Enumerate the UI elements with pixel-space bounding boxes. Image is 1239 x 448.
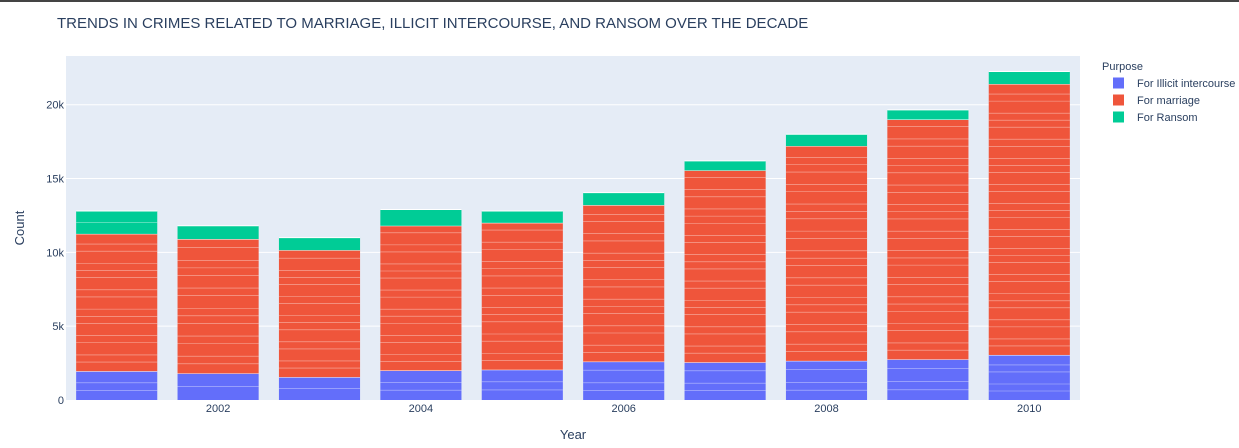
bar-segment	[988, 354, 1070, 400]
legend-swatch	[1113, 77, 1124, 89]
bar-segment	[684, 160, 766, 171]
bar-segment	[380, 209, 462, 226]
bar-segment	[583, 205, 665, 362]
y-tick-label: 0	[58, 395, 64, 407]
bar-segment	[481, 222, 563, 370]
bar-segment	[785, 360, 868, 400]
legend-label: For Ransom	[1137, 112, 1198, 124]
legend: Purpose For Illicit intercourse For marri…	[1102, 61, 1235, 124]
y-tick-label: 20k	[46, 100, 64, 112]
bar-segment	[481, 211, 563, 223]
bar-segment	[988, 71, 1070, 85]
x-axis-ticks: 2002 2004 2006 2008 2010	[206, 403, 1042, 415]
bar-segment	[785, 134, 868, 147]
bar-segment	[785, 146, 868, 361]
y-axis-ticks: 0 5k 10k 15k 20k	[46, 100, 64, 407]
top-rule	[0, 0, 1239, 2]
bar-segment	[380, 225, 462, 371]
legend-title: Purpose	[1102, 61, 1143, 73]
bar-segment	[481, 369, 563, 400]
y-tick-label: 5k	[52, 321, 64, 333]
legend-swatch	[1113, 111, 1124, 123]
x-tick-label: 2008	[814, 403, 838, 415]
bar-segment	[278, 250, 361, 378]
bar-segment	[380, 370, 462, 400]
bar-segment	[583, 192, 665, 206]
y-tick-label: 15k	[46, 174, 64, 186]
bar-segment	[887, 119, 969, 360]
bar-segment	[684, 362, 766, 400]
bar-segment	[988, 84, 1070, 355]
legend-swatch	[1113, 94, 1124, 106]
bar-segment	[76, 233, 158, 372]
bar-segment	[887, 359, 969, 400]
x-tick-label: 2006	[611, 403, 635, 415]
chart-title: TRENDS IN CRIMES RELATED TO MARRIAGE, IL…	[57, 15, 808, 32]
bar-segment	[684, 170, 766, 363]
legend-label: For marriage	[1137, 95, 1200, 107]
bar-segment	[177, 225, 259, 240]
legend-label: For Illicit intercourse	[1137, 78, 1235, 90]
x-tick-label: 2002	[206, 403, 230, 415]
bar-segment	[177, 239, 259, 374]
bar-segment	[76, 371, 158, 400]
y-axis-title: Count	[12, 210, 27, 245]
bar-segment	[278, 237, 361, 251]
y-tick-label: 10k	[46, 247, 64, 259]
x-tick-label: 2004	[409, 403, 433, 415]
x-axis-title: Year	[560, 427, 587, 442]
bars-layer	[76, 71, 1070, 400]
bar-segment	[887, 109, 969, 120]
bar-segment	[583, 361, 665, 400]
x-tick-label: 2010	[1017, 403, 1041, 415]
